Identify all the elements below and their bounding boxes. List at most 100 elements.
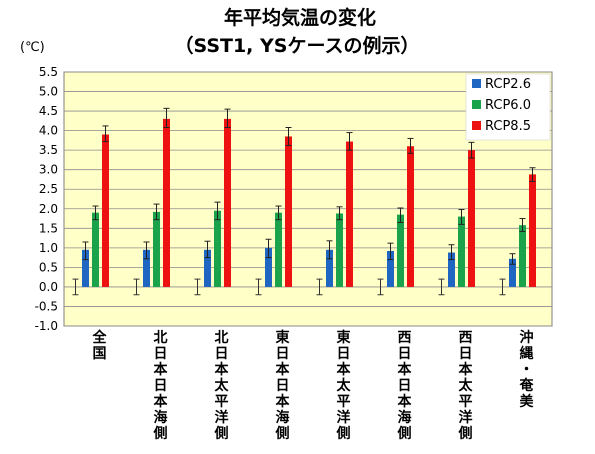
category-label-char: 日 — [215, 346, 229, 362]
error-bar — [336, 206, 343, 221]
y-tick-label: 3.5 — [39, 143, 58, 157]
error-bar — [387, 242, 394, 261]
bar-rcp60-4 — [336, 213, 343, 287]
legend-label-rcp26: RCP2.6 — [485, 77, 531, 92]
category-label-char: 本 — [215, 361, 230, 378]
y-tick-label: 3.0 — [39, 163, 58, 177]
error-bar — [265, 238, 272, 259]
bar-rcp85-6 — [468, 150, 475, 287]
error-bar — [275, 205, 282, 221]
bar-rcp85-4 — [346, 141, 353, 287]
category-label-char: 側 — [153, 425, 168, 442]
chart-title: 年平均気温の変化 — [224, 6, 376, 29]
error-bar — [458, 209, 465, 225]
baseline-error-bar — [194, 278, 201, 296]
error-bar — [468, 141, 475, 159]
error-bar — [509, 253, 516, 265]
legend-swatch-rcp60 — [472, 100, 481, 109]
y-tick-label: 1.5 — [39, 221, 58, 235]
category-label-char: 太 — [459, 377, 474, 394]
category-label-char: 側 — [336, 425, 351, 442]
category-label-char: 東 — [276, 329, 290, 346]
y-tick-label: 2.0 — [39, 202, 58, 216]
y-tick-label: 4.0 — [39, 124, 58, 138]
category-label-char: 北 — [154, 330, 168, 346]
bar-rcp26-6 — [448, 252, 455, 287]
category-label-char: 縄 — [520, 345, 534, 362]
category-label-char: 平 — [459, 394, 473, 410]
bar-rcp85-0 — [102, 134, 109, 287]
legend-swatch-rcp26 — [472, 79, 481, 88]
bar-rcp60-5 — [397, 214, 404, 287]
category-label-char: 本 — [276, 361, 291, 378]
bar-rcp60-0 — [92, 212, 99, 287]
bar-rcp26-3 — [265, 247, 272, 287]
category-label-char: 日 — [276, 378, 290, 394]
bar-rcp26-1 — [143, 249, 150, 287]
error-bar — [407, 137, 414, 154]
error-bar — [397, 207, 404, 223]
baseline-error-bar — [438, 278, 445, 296]
bar-rcp60-2 — [214, 210, 221, 287]
category-label-char: 海 — [154, 409, 168, 426]
error-bar — [204, 240, 211, 259]
category-label-char: 海 — [398, 409, 412, 426]
bar-rcp85-1 — [163, 118, 170, 287]
category-label-char: 日 — [459, 346, 473, 362]
category-label-char: 日 — [337, 346, 351, 362]
category-label-char: 本 — [398, 361, 413, 378]
y-axis-tick-labels: 5.5 5.0 4.5 4.0 3.5 3.0 2.5 2.0 1.5 1.0 0.5 0.0 -0.5… — [35, 65, 58, 333]
bar-rcp85-3 — [285, 136, 292, 287]
bar-series — [82, 118, 536, 287]
category-label-char: 側 — [458, 425, 473, 442]
baseline-error-bar — [377, 278, 384, 296]
category-label-char: 本 — [398, 393, 413, 410]
y-tick-label: 1.0 — [39, 241, 58, 255]
category-label-char: 側 — [275, 425, 290, 442]
category-label-char: 日 — [398, 378, 412, 394]
error-bar — [224, 108, 231, 128]
bar-rcp60-1 — [153, 211, 160, 287]
error-bar — [102, 125, 109, 143]
legend-label-rcp85: RCP8.5 — [485, 119, 531, 134]
error-bar — [448, 244, 455, 261]
category-label-char: 本 — [276, 393, 291, 410]
category-label-char: 本 — [154, 361, 169, 378]
category-label-char: 本 — [459, 361, 474, 378]
category-label-char: 側 — [214, 425, 229, 442]
bar-rcp26-4 — [326, 249, 333, 287]
category-label-char: 日 — [398, 346, 412, 362]
category-label-char: 太 — [337, 377, 352, 394]
y-tick-label: -1.0 — [35, 319, 58, 333]
category-label-char: 東 — [337, 329, 351, 346]
error-bar — [214, 201, 221, 221]
y-axis-unit-label: (℃) — [20, 40, 45, 55]
category-label-char: 日 — [154, 346, 168, 362]
category-label-char: 日 — [276, 346, 290, 362]
error-bar — [519, 218, 526, 232]
category-label-char: 本 — [337, 361, 352, 378]
category-label: 全国 — [92, 329, 108, 362]
baseline-error-bar — [255, 278, 262, 296]
legend-label-rcp60: RCP6.0 — [485, 98, 531, 113]
category-label-char: 美 — [520, 393, 535, 410]
category-label-char: 平 — [215, 394, 229, 410]
bar-rcp26-7 — [509, 258, 516, 287]
y-tick-label: 0.5 — [39, 260, 58, 274]
legend-swatch-rcp85 — [472, 121, 481, 130]
bar-rcp26-2 — [204, 249, 211, 287]
error-bars — [82, 107, 536, 265]
error-bar — [153, 203, 160, 221]
category-label-char: 国 — [93, 346, 107, 362]
bar-rcp26-5 — [387, 250, 394, 287]
category-label-char: 北 — [215, 330, 229, 346]
error-bar — [92, 205, 99, 221]
y-tick-label: 0.0 — [39, 280, 58, 294]
bar-rcp60-7 — [519, 225, 526, 287]
y-tick-label: 5.5 — [39, 65, 58, 79]
error-bar — [163, 107, 170, 128]
category-label-char: 洋 — [215, 409, 229, 426]
